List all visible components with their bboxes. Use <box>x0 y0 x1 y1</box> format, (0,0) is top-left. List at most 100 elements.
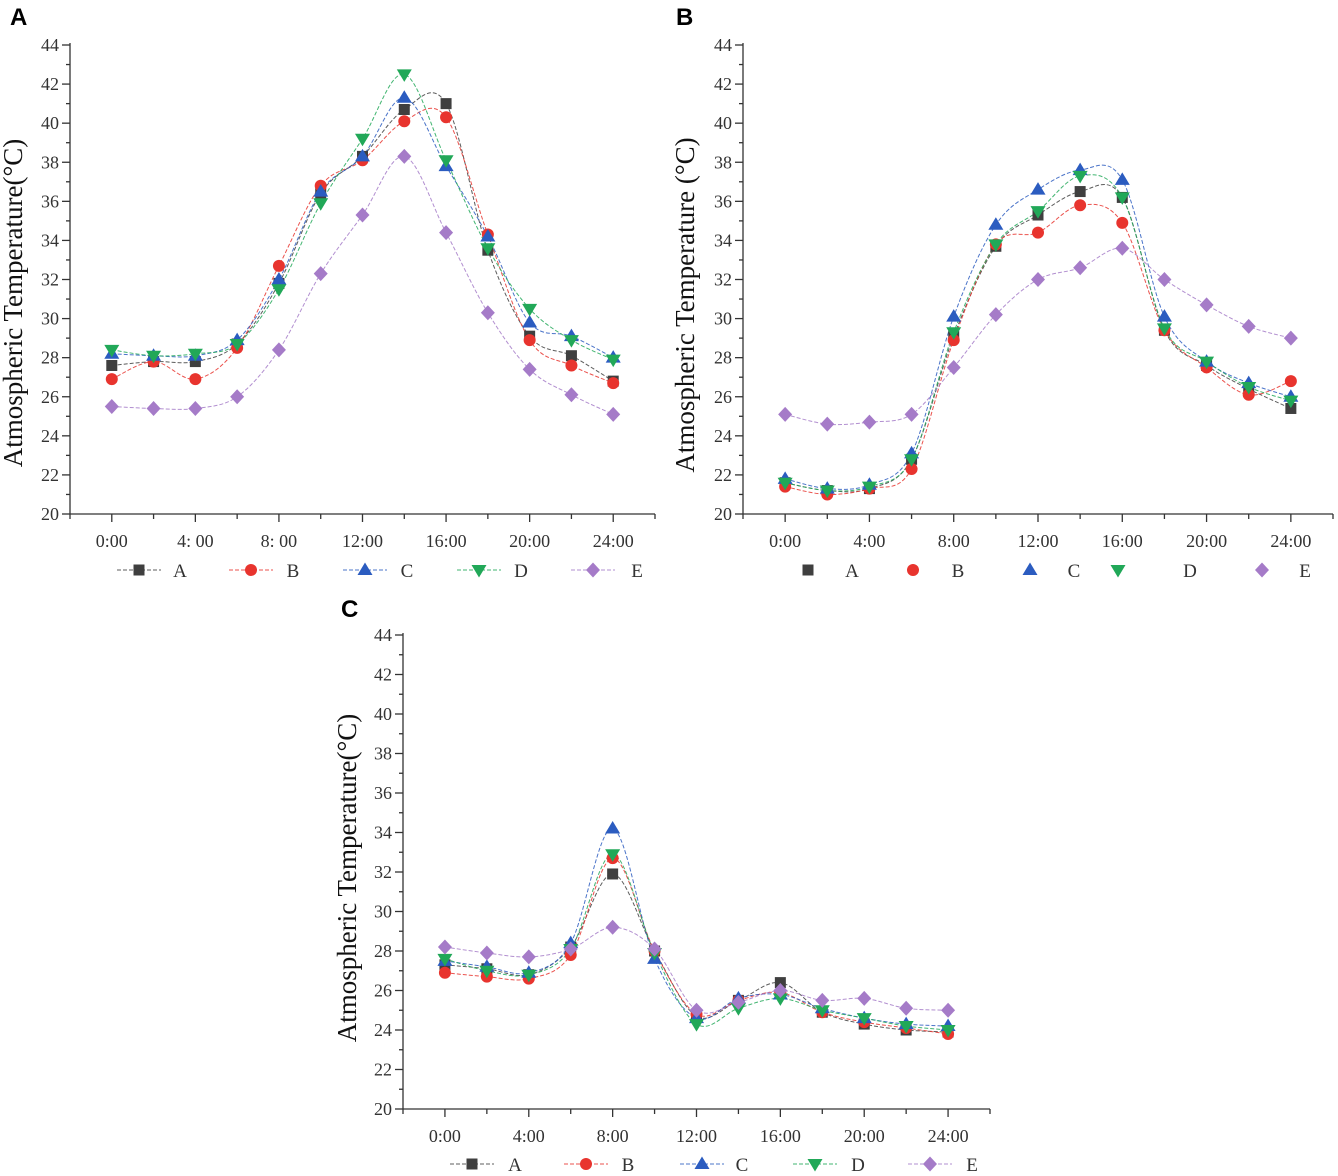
data-point-d <box>1030 206 1046 219</box>
data-point-d <box>1283 395 1299 409</box>
data-point-e <box>104 399 119 415</box>
data-point-e <box>564 387 579 403</box>
data-point-c <box>271 272 287 285</box>
data-point-c <box>522 314 538 328</box>
y-tick-label: 30 <box>714 309 732 329</box>
legend-label: C <box>1068 561 1081 582</box>
data-point-e <box>605 919 620 935</box>
legend-item-d: D <box>1110 561 1197 582</box>
data-point-d <box>480 243 496 256</box>
data-point-b <box>905 463 918 476</box>
y-tick-label: 32 <box>41 270 59 290</box>
data-point-e <box>862 414 877 430</box>
y-tick-label: 44 <box>374 625 392 645</box>
legend-label: D <box>514 561 528 582</box>
legend-marker <box>245 564 257 576</box>
y-tick-label: 24 <box>41 426 59 446</box>
legend-item-e: E <box>571 561 643 582</box>
data-point-e <box>563 941 578 957</box>
legend-label: E <box>1299 561 1311 582</box>
x-tick-label: 16:00 <box>760 1126 801 1146</box>
panel-label: B <box>676 4 693 31</box>
panel-a: A Atmospheric Temperature(°C) 20 22 24 26 28 30… <box>0 4 656 582</box>
legend-label: D <box>851 1155 865 1176</box>
data-point-e <box>606 406 621 422</box>
y-tick-label: 42 <box>374 665 392 685</box>
panel-label: C <box>341 596 358 623</box>
series-line-c <box>444 828 949 1027</box>
y-tick-label: 34 <box>714 230 732 250</box>
y-tick-label: 40 <box>714 113 732 133</box>
x-tick-label: 24:00 <box>1270 531 1311 551</box>
legend-marker <box>133 564 145 576</box>
x-tick-label: 12:00 <box>676 1126 717 1146</box>
data-point-d <box>689 1019 704 1032</box>
data-point-d <box>605 354 621 368</box>
data-point-e <box>1199 297 1214 313</box>
y-tick-label: 38 <box>41 152 59 172</box>
data-point-d <box>940 1025 956 1038</box>
legend-item-d: D <box>457 561 528 582</box>
data-point-d <box>856 1013 872 1026</box>
data-point-a <box>1074 186 1086 198</box>
data-point-e <box>437 939 452 955</box>
data-point-c <box>1156 309 1172 322</box>
data-point-e <box>1283 330 1298 346</box>
data-point-d <box>521 969 537 983</box>
y-tick-label: 22 <box>374 1060 392 1080</box>
x-tick-label: 0:00 <box>769 531 801 551</box>
legend-item-b: B <box>907 561 964 582</box>
data-point-d <box>777 477 793 491</box>
data-point-d <box>229 338 245 352</box>
data-point-e <box>899 1000 914 1016</box>
data-point-d <box>1199 356 1215 370</box>
legend-item-a: A <box>117 561 187 582</box>
legend-label: A <box>508 1155 522 1176</box>
y-tick-label: 20 <box>41 504 59 524</box>
x-tick-label: 12:00 <box>342 531 383 551</box>
data-point-a <box>398 103 410 115</box>
data-point-d <box>355 133 370 147</box>
y-tick-label: 28 <box>714 348 732 368</box>
legend-marker <box>694 1156 710 1169</box>
legend-marker <box>357 562 373 575</box>
data-point-e <box>480 305 495 321</box>
legend-item-c: C <box>680 1155 748 1176</box>
series-line-b <box>785 203 1292 495</box>
data-point-e <box>941 1002 956 1018</box>
y-tick-label: 38 <box>374 744 392 764</box>
legend-label: B <box>952 561 965 582</box>
data-point-d <box>772 993 788 1006</box>
y-tick-label: 22 <box>714 465 732 485</box>
series-line-e <box>444 926 949 1014</box>
data-point-a <box>189 356 201 368</box>
legend-marker <box>471 565 487 578</box>
data-point-e <box>731 994 746 1010</box>
y-axis-title: Atmospheric Temperature(°C) <box>332 714 362 1043</box>
legend-label: B <box>287 561 300 582</box>
data-point-e <box>773 983 788 998</box>
data-point-d <box>1114 192 1130 205</box>
y-tick-label: 20 <box>374 1099 392 1119</box>
data-point-c <box>988 217 1004 230</box>
panel-c: C Atmospheric Temperature(°C) 20 22 24 26 28 30… <box>332 596 991 1176</box>
data-point-d <box>187 348 203 362</box>
data-point-b <box>947 334 960 347</box>
legend-item-e: E <box>1255 561 1311 582</box>
legend: A B C D E <box>450 1155 978 1176</box>
data-point-d <box>438 155 454 168</box>
legend-marker <box>907 564 919 576</box>
data-point-e <box>146 400 161 416</box>
legend-item-b: B <box>229 561 299 582</box>
legend-marker <box>923 1156 937 1172</box>
data-point-e <box>1115 240 1130 256</box>
x-tick-label: 8:00 <box>597 1126 629 1146</box>
x-tick-label: 0:00 <box>429 1126 461 1146</box>
x-tick-label: 8: 00 <box>261 531 298 551</box>
data-point-b <box>105 373 118 386</box>
y-tick-label: 26 <box>374 981 392 1001</box>
y-tick-label: 42 <box>41 74 59 94</box>
x-tick-label: 4:00 <box>513 1126 545 1146</box>
legend-item-e: E <box>908 1155 978 1176</box>
data-point-d <box>104 344 120 358</box>
